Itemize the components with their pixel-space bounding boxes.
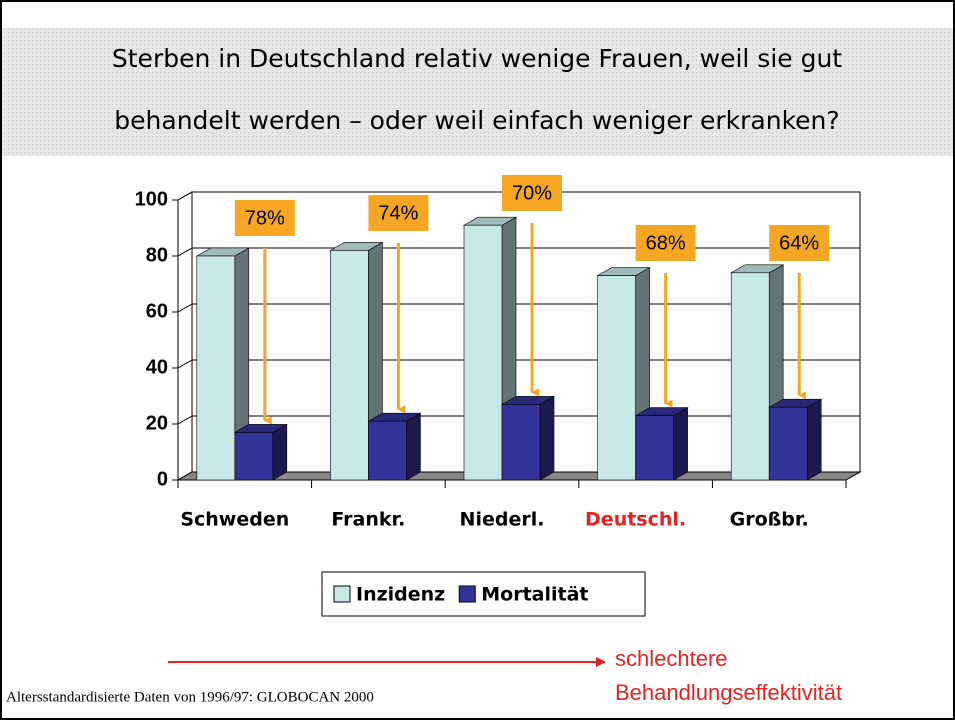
x-tick-label: Frankr.: [331, 509, 405, 531]
bar-side: [539, 395, 555, 481]
legend-label: Inzidenz: [356, 584, 445, 606]
annotation: 78%: [245, 207, 285, 229]
x-tick-label: Niederl.: [460, 509, 545, 531]
legend-box: [321, 571, 646, 617]
chart: 0 20 40 60 80 100 Schweden 78% Frankr. 74% Niederl…: [135, 175, 862, 531]
y-tick-label: 80: [146, 244, 168, 266]
title-line: behandelt werden – oder weil einfach wen…: [114, 106, 839, 135]
bar-side: [806, 398, 822, 481]
source-note: Altersstandardisierte Daten von 1996/97:…: [6, 689, 374, 705]
bar: [196, 255, 236, 481]
grid-line: [177, 191, 860, 201]
y-tick-label: 20: [146, 412, 168, 434]
bar: [768, 406, 808, 481]
annotation: 70%: [512, 182, 552, 204]
legend-label: Mortalität: [481, 584, 588, 606]
annotation: 68%: [646, 232, 686, 254]
y-tick-label: 100: [135, 188, 168, 210]
bar: [501, 404, 541, 481]
y-tick-label: 0: [157, 468, 168, 490]
bar: [597, 275, 636, 481]
bar: [463, 224, 503, 481]
y-tick-label: 60: [146, 300, 168, 322]
x-tick-label: Großbr.: [730, 509, 809, 531]
annotation-box: [502, 175, 562, 211]
bar: [635, 415, 674, 481]
x-tick-label: Deutschl.: [585, 509, 686, 531]
x-tick-label: Schweden: [180, 509, 289, 531]
bar: [368, 420, 407, 481]
annotation-box: [368, 195, 429, 231]
y-tick-label: 40: [146, 356, 168, 378]
side-wall: [177, 191, 193, 481]
bar: [730, 272, 770, 481]
legend-swatch: [458, 585, 476, 603]
bar-side: [406, 412, 421, 481]
bar-side: [673, 407, 688, 481]
legend-swatch: [333, 585, 351, 603]
arrow-text: Behandlungseffektivität: [615, 680, 842, 705]
annotation: 74%: [378, 202, 418, 224]
title-line: Sterben in Deutschland relativ wenige Fr…: [112, 44, 842, 73]
bar-side: [272, 423, 288, 481]
annotation-box: [769, 225, 830, 261]
annotation-box: [234, 200, 295, 236]
arrow-text: schlechtere: [615, 646, 728, 671]
annotation-box: [635, 225, 696, 261]
bar: [234, 432, 274, 481]
annotation: 64%: [779, 232, 819, 254]
bar: [330, 250, 369, 481]
title-band: [2, 28, 953, 156]
